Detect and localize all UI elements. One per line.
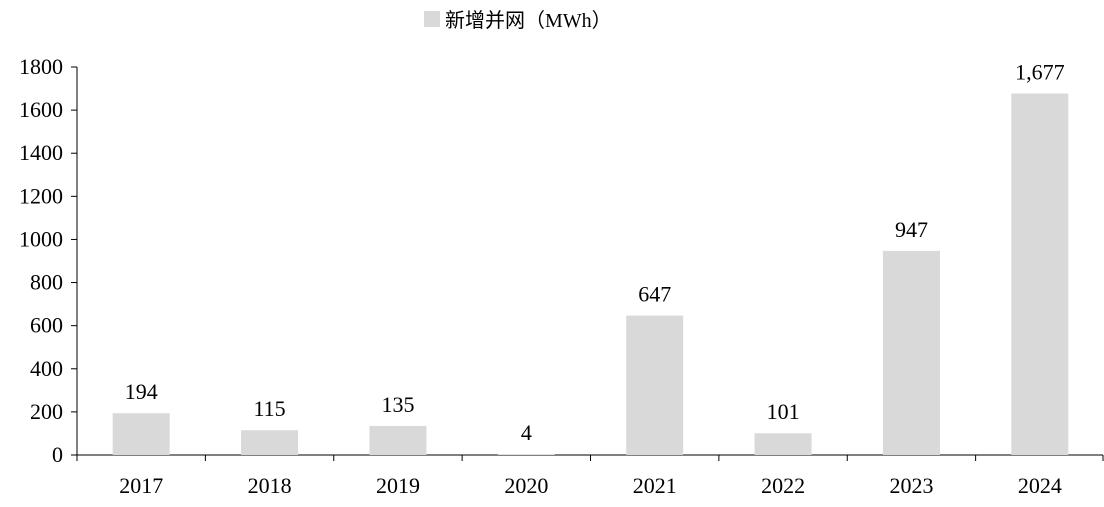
y-tick-label: 0 bbox=[52, 442, 63, 467]
bars bbox=[112, 93, 1069, 455]
y-tick-label: 1400 bbox=[19, 140, 63, 165]
y-tick-label: 1800 bbox=[19, 54, 63, 79]
y-tick-label: 400 bbox=[30, 356, 63, 381]
data-label: 647 bbox=[638, 282, 671, 307]
data-labels: 194 115 135 4 647 101 947 1,677 bbox=[125, 60, 1065, 446]
x-axis: 2017 2018 2019 2020 2021 2022 2023 2024 bbox=[76, 454, 1104, 498]
y-tick-label: 1200 bbox=[19, 183, 63, 208]
bar bbox=[369, 425, 427, 455]
x-tick-label: 2020 bbox=[504, 473, 548, 498]
x-tick-label: 2022 bbox=[761, 473, 805, 498]
y-tick-label: 200 bbox=[30, 399, 63, 424]
data-label: 1,677 bbox=[1015, 60, 1065, 85]
y-tick-label: 800 bbox=[30, 270, 63, 295]
y-tick-label: 1600 bbox=[19, 97, 63, 122]
bar bbox=[626, 315, 684, 455]
data-label: 101 bbox=[767, 399, 800, 424]
bar bbox=[497, 454, 555, 455]
x-tick-label: 2017 bbox=[119, 473, 163, 498]
x-tick-label: 2019 bbox=[376, 473, 420, 498]
data-label: 947 bbox=[895, 217, 928, 242]
data-label: 4 bbox=[521, 420, 532, 445]
data-label: 194 bbox=[125, 379, 158, 404]
y-tick-label: 600 bbox=[30, 313, 63, 338]
x-tick-label: 2023 bbox=[889, 473, 933, 498]
bar bbox=[112, 413, 170, 455]
bar bbox=[1011, 93, 1069, 455]
legend-label: 新增并网（MWh） bbox=[445, 9, 612, 32]
y-axis: 0 200 400 600 800 1000 1200 1400 1600 1800 bbox=[19, 54, 78, 467]
bar bbox=[241, 430, 299, 455]
x-tick-label: 2018 bbox=[248, 473, 292, 498]
x-tick-label: 2021 bbox=[633, 473, 677, 498]
y-tick-label: 1000 bbox=[19, 226, 63, 251]
data-label: 135 bbox=[381, 392, 414, 417]
legend: 新增并网（MWh） bbox=[424, 9, 612, 32]
x-tick-label: 2024 bbox=[1018, 473, 1062, 498]
bar bbox=[882, 250, 940, 455]
data-label: 115 bbox=[253, 396, 285, 421]
bar bbox=[754, 433, 812, 455]
legend-swatch bbox=[424, 11, 440, 27]
